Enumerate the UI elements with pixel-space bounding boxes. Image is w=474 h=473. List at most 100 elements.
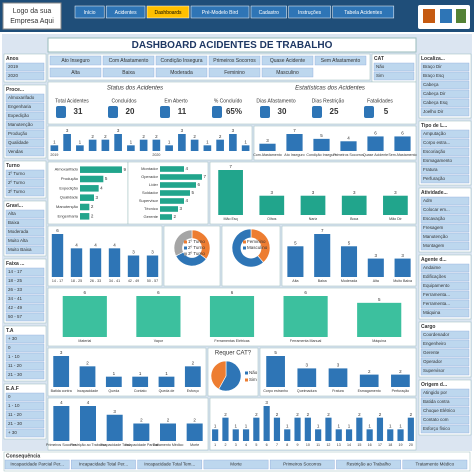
filter-item[interactable] — [102, 67, 155, 78]
slicer-item[interactable] — [373, 62, 415, 72]
filter-item[interactable] — [208, 67, 261, 78]
slicer-item[interactable] — [5, 62, 45, 72]
slicer-item[interactable] — [5, 276, 45, 286]
filter-item[interactable] — [102, 55, 155, 66]
filter-item[interactable] — [261, 55, 314, 66]
slicer-item[interactable] — [5, 401, 45, 411]
slicer-item[interactable] — [5, 285, 45, 295]
slicer-item[interactable] — [420, 366, 470, 376]
slicer-item[interactable] — [5, 410, 45, 420]
tab[interactable] — [250, 5, 287, 19]
slicer-item[interactable] — [5, 352, 45, 362]
slicer-item[interactable] — [5, 419, 45, 429]
slicer-item[interactable] — [420, 281, 470, 291]
filter-item[interactable] — [49, 55, 102, 66]
slicer-item[interactable] — [4, 459, 70, 470]
slicer-item[interactable] — [420, 388, 470, 398]
legend-swatch — [243, 246, 246, 250]
slicer-item[interactable] — [5, 120, 45, 130]
icon[interactable] — [440, 9, 452, 23]
slicer-item[interactable] — [269, 459, 335, 470]
slicer-item[interactable] — [5, 267, 45, 277]
slicer-item[interactable] — [420, 223, 470, 233]
slicer-item[interactable] — [420, 272, 470, 282]
icon[interactable] — [456, 9, 466, 23]
slicer-item[interactable] — [402, 459, 468, 470]
slicer-item[interactable] — [420, 339, 470, 349]
slicer-item[interactable] — [420, 263, 470, 273]
slicer-item[interactable] — [420, 98, 470, 108]
slicer-item[interactable] — [420, 80, 470, 90]
filter-item[interactable] — [155, 55, 208, 66]
slicer-item[interactable] — [420, 415, 470, 425]
slicer-item[interactable] — [420, 348, 470, 358]
tab[interactable] — [105, 5, 146, 19]
slicer-item[interactable] — [420, 174, 470, 184]
slicer-item[interactable] — [420, 214, 470, 224]
slicer-item[interactable] — [5, 209, 45, 219]
slicer-item[interactable] — [5, 312, 45, 322]
slicer-item[interactable] — [420, 196, 470, 206]
x-tick-label: Vapor — [154, 339, 164, 343]
slicer-item[interactable] — [5, 178, 45, 188]
slicer-item[interactable] — [5, 169, 45, 179]
slicer-item[interactable] — [420, 62, 470, 72]
slicer-item[interactable] — [5, 138, 45, 148]
slicer-item[interactable] — [5, 111, 45, 121]
filter-item[interactable] — [261, 67, 314, 78]
slicer-item[interactable] — [5, 334, 45, 344]
slicer-item[interactable] — [420, 129, 470, 139]
tab[interactable] — [190, 5, 250, 19]
slicer-item[interactable] — [420, 241, 470, 251]
slicer-item[interactable] — [420, 71, 470, 81]
slicer-item[interactable] — [5, 294, 45, 304]
slicer-item[interactable] — [5, 71, 45, 81]
tab[interactable] — [288, 5, 331, 19]
filter-item[interactable] — [314, 55, 367, 66]
slicer-item[interactable] — [203, 459, 269, 470]
slicer-item[interactable] — [373, 71, 415, 81]
slicer-item[interactable] — [420, 308, 470, 318]
slicer-item[interactable] — [420, 107, 470, 117]
slicer-item[interactable] — [5, 187, 45, 197]
slicer-item[interactable] — [5, 147, 45, 157]
slicer-item[interactable] — [420, 89, 470, 99]
slicer-item[interactable] — [420, 357, 470, 367]
slicer-item[interactable] — [5, 303, 45, 313]
slicer-item[interactable] — [137, 459, 203, 470]
slicer-item[interactable] — [5, 93, 45, 103]
slicer-item[interactable] — [420, 232, 470, 242]
slicer-item[interactable] — [420, 397, 470, 407]
slicer-item[interactable] — [420, 330, 470, 340]
slicer-item[interactable] — [420, 424, 470, 434]
slicer-item[interactable] — [5, 361, 45, 371]
slicer-item[interactable] — [420, 147, 470, 157]
tab[interactable] — [74, 5, 105, 19]
filter-item[interactable] — [155, 67, 208, 78]
x-tick-label: 18 - 25 — [71, 279, 82, 283]
slicer-item[interactable] — [420, 406, 470, 416]
slicer-item[interactable] — [71, 459, 136, 470]
slicer-item[interactable] — [5, 370, 45, 380]
slicer-item[interactable] — [5, 129, 45, 139]
filter-item[interactable] — [49, 67, 102, 78]
slicer-item[interactable] — [420, 299, 470, 309]
slicer-item[interactable] — [5, 392, 45, 402]
filter-item[interactable] — [208, 55, 261, 66]
slicer-item[interactable] — [420, 156, 470, 166]
slicer-item[interactable] — [5, 218, 45, 228]
slicer-item[interactable] — [336, 459, 401, 470]
tab[interactable] — [332, 5, 395, 19]
slicer-item[interactable] — [420, 290, 470, 300]
slicer-item[interactable] — [5, 236, 45, 246]
icon[interactable] — [423, 9, 435, 23]
slicer-item[interactable] — [420, 138, 470, 148]
slicer-item[interactable] — [5, 102, 45, 112]
slicer-item[interactable] — [5, 227, 45, 237]
slicer-item[interactable] — [5, 343, 45, 353]
slicer-item[interactable] — [420, 165, 470, 175]
slicer-item[interactable] — [5, 428, 45, 438]
slicer-item[interactable] — [420, 205, 470, 215]
tab[interactable] — [146, 5, 190, 19]
slicer-item[interactable] — [5, 245, 45, 255]
